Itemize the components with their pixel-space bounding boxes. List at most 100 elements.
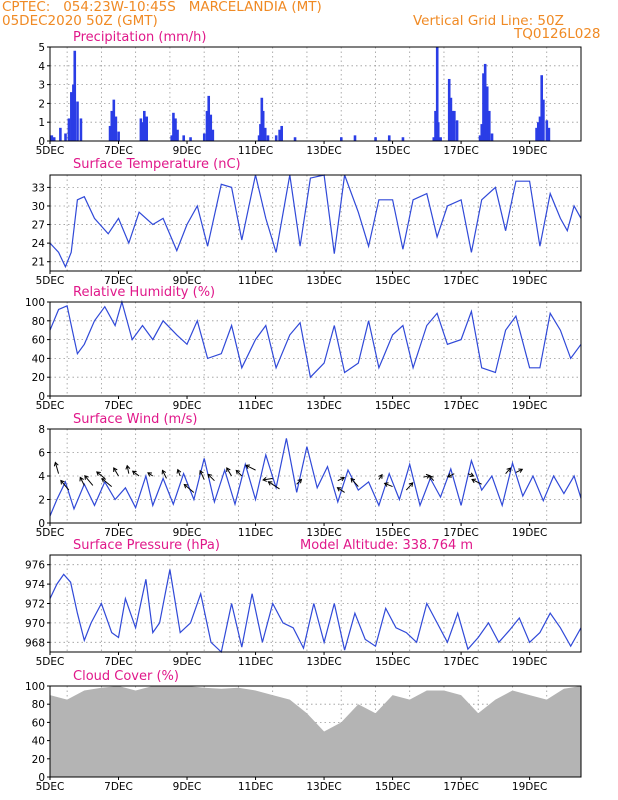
xtick-label: 11DEC xyxy=(238,275,273,287)
precip-bar xyxy=(453,110,456,141)
wind-vector xyxy=(177,469,181,477)
ytick-label: 0 xyxy=(38,136,45,148)
xtick-label: 11DEC xyxy=(238,145,273,157)
wind-vector-head xyxy=(113,467,118,473)
ytick-label: 40 xyxy=(32,736,45,748)
precip-bar xyxy=(387,135,391,141)
wind-vector xyxy=(60,480,70,491)
xtick-label: 19DEC xyxy=(512,781,547,793)
xtick-label: 13DEC xyxy=(306,145,341,157)
xtick-label: 7DEC xyxy=(104,275,133,287)
precip-bar xyxy=(72,84,75,141)
precip-bar xyxy=(59,127,62,141)
ytick-label: 972 xyxy=(25,599,45,611)
ytick-label: 33 xyxy=(32,182,45,194)
wind-vector-head xyxy=(340,476,346,482)
pres-annotation: Model Altitude: 338.764 m xyxy=(300,538,473,553)
precip-bar xyxy=(485,86,489,141)
ytick-label: 100 xyxy=(25,681,45,693)
xtick-label: 7DEC xyxy=(104,400,133,412)
wind-vector-head xyxy=(518,468,524,473)
precip-bar xyxy=(483,63,487,141)
wind-vector-head xyxy=(53,461,59,467)
xtick-label: 13DEC xyxy=(306,275,341,287)
precip-bar xyxy=(436,122,440,141)
wind-vector-head xyxy=(84,475,89,480)
precip-bar xyxy=(189,137,192,141)
header-grid-note: Vertical Grid Line: 50Z xyxy=(413,13,564,29)
precip-bar xyxy=(108,125,112,141)
wind-series-line xyxy=(49,438,582,517)
xtick-label: 15DEC xyxy=(375,275,410,287)
pres-title: Surface Pressure (hPa) xyxy=(73,538,220,553)
precip-bar xyxy=(401,137,405,141)
xtick-label: 13DEC xyxy=(306,781,341,793)
xtick-label: 13DEC xyxy=(306,527,341,539)
pres-series-line xyxy=(49,569,582,654)
precip-bar xyxy=(261,110,265,141)
precip-bar xyxy=(439,137,442,141)
wind-vector xyxy=(296,479,302,485)
ytick-label: 20 xyxy=(32,372,45,384)
wind-vector xyxy=(337,487,345,493)
xtick-label: 15DEC xyxy=(375,656,410,668)
wind-vector-head xyxy=(147,472,152,477)
xtick-label: 5DEC xyxy=(36,781,65,793)
xtick-label: 7DEC xyxy=(104,527,133,539)
precip-bar xyxy=(114,116,118,141)
xtick-label: 11DEC xyxy=(238,781,273,793)
xtick-label: 15DEC xyxy=(375,527,410,539)
ytick-label: 5 xyxy=(38,42,45,54)
xtick-label: 5DEC xyxy=(36,275,65,287)
precip-bar xyxy=(79,118,83,141)
ytick-label: 20 xyxy=(32,754,45,766)
wind-vector-head xyxy=(267,481,273,486)
wind-vector-head xyxy=(235,469,241,475)
wind-title: Surface Wind (m/s) xyxy=(73,412,197,427)
wind-vector-head xyxy=(96,471,101,476)
precip-bar xyxy=(117,131,120,141)
xtick-label: 13DEC xyxy=(306,400,341,412)
precip-bar xyxy=(110,110,114,141)
wind-vector xyxy=(96,471,106,479)
xtick-label: 7DEC xyxy=(104,145,133,157)
precip-bar xyxy=(141,122,144,141)
precip-bar xyxy=(76,101,79,141)
wind-vector-head xyxy=(471,478,477,484)
precip-bar xyxy=(73,50,77,142)
xtick-label: 9DEC xyxy=(173,400,202,412)
ytick-label: 60 xyxy=(32,717,45,729)
xtick-label: 17DEC xyxy=(443,275,478,287)
precip-bar xyxy=(478,135,482,141)
precip-bar xyxy=(70,92,73,141)
precip-bar xyxy=(447,78,451,141)
precip-bar xyxy=(202,133,206,141)
precip-bar xyxy=(260,97,264,141)
precip-bar xyxy=(176,129,179,141)
wind-vector-head xyxy=(383,482,389,487)
precip-bar xyxy=(67,118,71,141)
xtick-label: 9DEC xyxy=(173,527,202,539)
xtick-label: 9DEC xyxy=(173,656,202,668)
wind-vector-head xyxy=(161,469,167,475)
xtick-label: 19DEC xyxy=(512,656,547,668)
rh-panel: 0 20 40 60 80 100 5DEC 7DEC 9DEC 11DEC 13DEC 15DEC 1… xyxy=(25,285,582,412)
wind-panel: 0 2 4 6 8 5DEC 7DEC 9DEC 11DEC 13DEC 15DEC 17DEC 19D… xyxy=(36,412,582,539)
xtick-label: 5DEC xyxy=(36,527,65,539)
ytick-label: 6 xyxy=(38,448,45,460)
cloud-frame xyxy=(49,685,582,778)
wind-vector xyxy=(207,473,215,482)
wind-vector-head xyxy=(60,479,65,485)
precip-bar xyxy=(374,137,377,141)
ytick-label: 24 xyxy=(32,238,46,250)
precip-bar xyxy=(207,95,211,141)
precip-bar xyxy=(52,137,56,141)
ytick-label: 1 xyxy=(38,117,45,129)
precip-bar xyxy=(451,110,454,141)
xtick-label: 17DEC xyxy=(443,400,478,412)
wind-vector xyxy=(183,484,195,493)
header-date: 05DEC2020 50Z (GMT) xyxy=(2,13,158,29)
precip-bar xyxy=(145,116,149,141)
ytick-label: 976 xyxy=(25,560,45,572)
wind-vector xyxy=(471,478,482,485)
